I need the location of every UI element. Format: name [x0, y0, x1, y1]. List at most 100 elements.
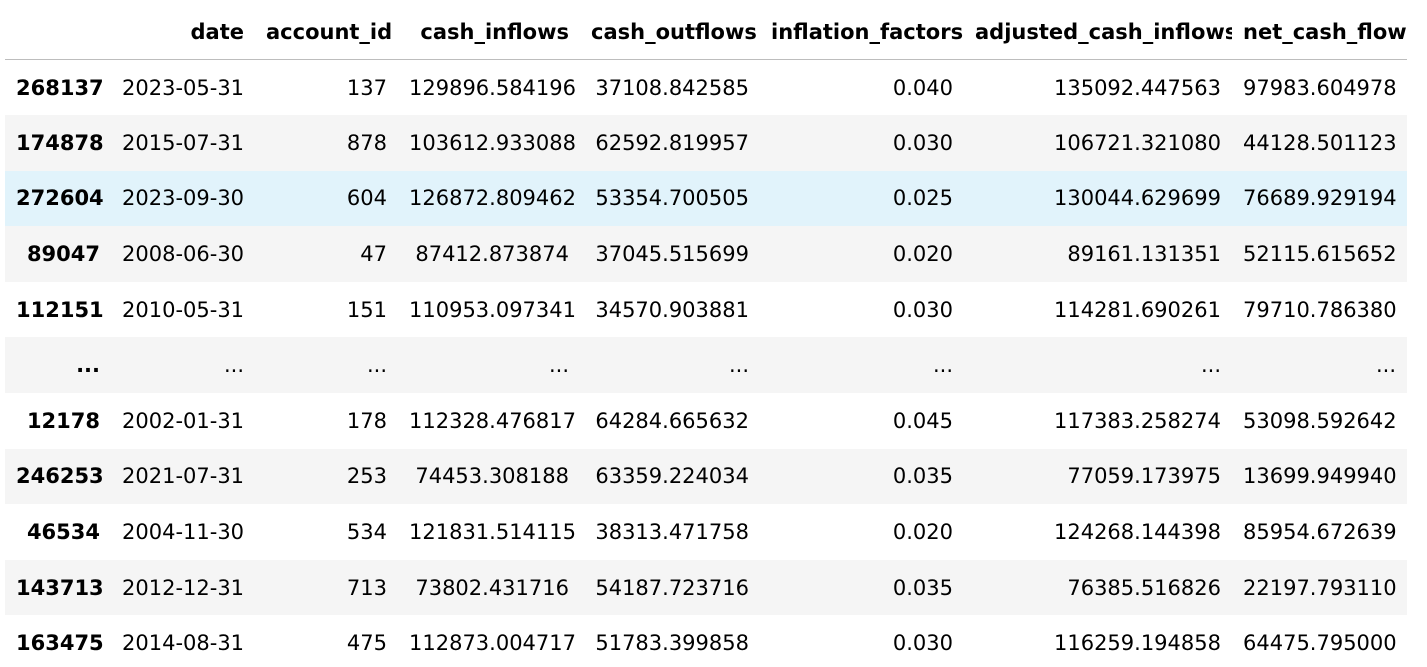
table-row: 268137 2023-05-31 137 129896.584196 37108.84… [5, 60, 1407, 116]
cell-cash-outflows: 38313.471758 [595, 520, 749, 545]
row-index: 163475 [16, 631, 104, 656]
row-index: 89047 [26, 242, 100, 267]
table-row: 163475 2014-08-31 475 112873.004717 51783.39… [5, 615, 1407, 667]
cell-account-id: 475 [346, 631, 387, 656]
cell-cash-outflows: 62592.819957 [595, 130, 749, 155]
table-body: 268137 2023-05-31 137 129896.584196 37108.84… [5, 60, 1407, 667]
cell-date: 2015-07-31 [122, 130, 245, 155]
cell-inflation-factors: ... [932, 353, 953, 378]
cell-net-cash-flow: 64475.795000 [1243, 631, 1397, 656]
cell-cash-inflows: 129896.584196 [409, 75, 577, 100]
cell-adjusted-cash-inflows: 89161.131351 [1067, 242, 1221, 267]
row-index: 174878 [16, 130, 104, 155]
cell-net-cash-flow: 53098.592642 [1243, 408, 1397, 433]
cell-net-cash-flow: 44128.501123 [1243, 130, 1397, 155]
cell-cash-outflows: 34570.903881 [595, 297, 749, 322]
cell-date: 2023-09-30 [122, 186, 245, 211]
column-header-date: date [111, 4, 255, 60]
cell-date: 2004-11-30 [122, 520, 245, 545]
row-index: ... [76, 353, 100, 378]
row-index: 246253 [16, 464, 104, 489]
cell-cash-inflows: 112328.476817 [409, 408, 577, 433]
cell-cash-outflows: 64284.665632 [595, 408, 749, 433]
cell-adjusted-cash-inflows: 114281.690261 [1053, 297, 1221, 322]
cell-cash-outflows: 53354.700505 [595, 186, 749, 211]
cell-date: 2023-05-31 [122, 75, 245, 100]
cell-cash-outflows: 51783.399858 [595, 631, 749, 656]
dataframe-table: date account_id cash_inflows cash_outflo… [5, 4, 1407, 667]
cell-cash-inflows: 103612.933088 [409, 130, 577, 155]
column-header-net-cash-flow: net_cash_flow [1232, 4, 1407, 60]
row-index: 12178 [26, 408, 100, 433]
cell-date: ... [223, 353, 244, 378]
cell-date: 2021-07-31 [122, 464, 245, 489]
cell-adjusted-cash-inflows: 76385.516826 [1067, 575, 1221, 600]
table-row: 272604 2023-09-30 604 126872.809462 53354.70… [5, 170, 1407, 227]
cell-adjusted-cash-inflows: 130044.629699 [1053, 186, 1221, 211]
column-header-inflation-factors: inflation_factors [760, 4, 964, 60]
cell-adjusted-cash-inflows: 77059.173975 [1067, 464, 1221, 489]
cell-net-cash-flow: 97983.604978 [1243, 75, 1397, 100]
cell-account-id: 137 [346, 75, 387, 100]
header-row: date account_id cash_inflows cash_outflo… [5, 4, 1407, 60]
row-index: 143713 [16, 575, 104, 600]
cell-account-id: 178 [346, 408, 387, 433]
cell-cash-outflows: 54187.723716 [595, 575, 749, 600]
cell-adjusted-cash-inflows: 135092.447563 [1053, 75, 1221, 100]
cell-net-cash-flow: 52115.615652 [1243, 242, 1397, 267]
cell-inflation-factors: 0.025 [892, 186, 953, 211]
cell-date: 2014-08-31 [122, 631, 245, 656]
index-header [5, 4, 111, 60]
table-row: 12178 2002-01-31 178 112328.476817 64284.665… [5, 393, 1407, 449]
table-row: 246253 2021-07-31 253 74453.308188 63359.224… [5, 448, 1407, 505]
cell-adjusted-cash-inflows: 117383.258274 [1053, 408, 1221, 433]
cell-net-cash-flow: 85954.672639 [1243, 520, 1397, 545]
row-index: 272604 [16, 186, 104, 211]
cell-inflation-factors: 0.035 [892, 464, 953, 489]
cell-net-cash-flow: 22197.793110 [1243, 575, 1397, 600]
cell-inflation-factors: 0.030 [892, 297, 953, 322]
cell-cash-inflows: 126872.809462 [409, 186, 577, 211]
column-header-cash-outflows: cash_outflows [580, 4, 760, 60]
column-header-adjusted-cash-inflows: adjusted_cash_inflows [964, 4, 1232, 60]
cell-cash-inflows: ... [548, 353, 569, 378]
cell-account-id: ... [366, 353, 387, 378]
cell-inflation-factors: 0.020 [892, 242, 953, 267]
cell-cash-outflows: 37045.515699 [595, 242, 749, 267]
cell-cash-inflows: 87412.873874 [415, 242, 569, 267]
column-header-account-id: account_id [255, 4, 398, 60]
cell-inflation-factors: 0.020 [892, 520, 953, 545]
cell-account-id: 604 [346, 186, 387, 211]
cell-cash-inflows: 121831.514115 [409, 520, 577, 545]
cell-cash-inflows: 112873.004717 [409, 631, 577, 656]
row-index: 112151 [16, 297, 104, 322]
cell-date: 2002-01-31 [122, 408, 245, 433]
cell-inflation-factors: 0.045 [892, 408, 953, 433]
cell-net-cash-flow: ... [1375, 353, 1396, 378]
cell-cash-inflows: 110953.097341 [409, 297, 577, 322]
table-row: 46534 2004-11-30 534 121831.514115 38313.471… [5, 504, 1407, 560]
cell-net-cash-flow: 13699.949940 [1243, 464, 1397, 489]
table-row: 174878 2015-07-31 878 103612.933088 62592.81… [5, 115, 1407, 171]
table-row: 112151 2010-05-31 151 110953.097341 34570.90… [5, 282, 1407, 338]
table-row: 89047 2008-06-30 47 87412.873874 37045.51569… [5, 226, 1407, 282]
cell-account-id: 253 [346, 464, 387, 489]
cell-inflation-factors: 0.040 [892, 75, 953, 100]
cell-date: 2012-12-31 [122, 575, 245, 600]
cell-inflation-factors: 0.030 [892, 631, 953, 656]
cell-account-id: 534 [346, 520, 387, 545]
cell-cash-outflows: 37108.842585 [595, 75, 749, 100]
row-index: 268137 [16, 75, 104, 100]
row-index: 46534 [26, 520, 100, 545]
cell-cash-outflows: 63359.224034 [595, 464, 749, 489]
cell-date: 2008-06-30 [122, 242, 245, 267]
cell-adjusted-cash-inflows: 124268.144398 [1053, 520, 1221, 545]
cell-adjusted-cash-inflows: ... [1200, 353, 1221, 378]
cell-cash-outflows: ... [728, 353, 749, 378]
cell-inflation-factors: 0.035 [892, 575, 953, 600]
cell-cash-inflows: 74453.308188 [415, 464, 569, 489]
cell-adjusted-cash-inflows: 116259.194858 [1053, 631, 1221, 656]
cell-inflation-factors: 0.030 [892, 130, 953, 155]
cell-account-id: 151 [346, 297, 387, 322]
